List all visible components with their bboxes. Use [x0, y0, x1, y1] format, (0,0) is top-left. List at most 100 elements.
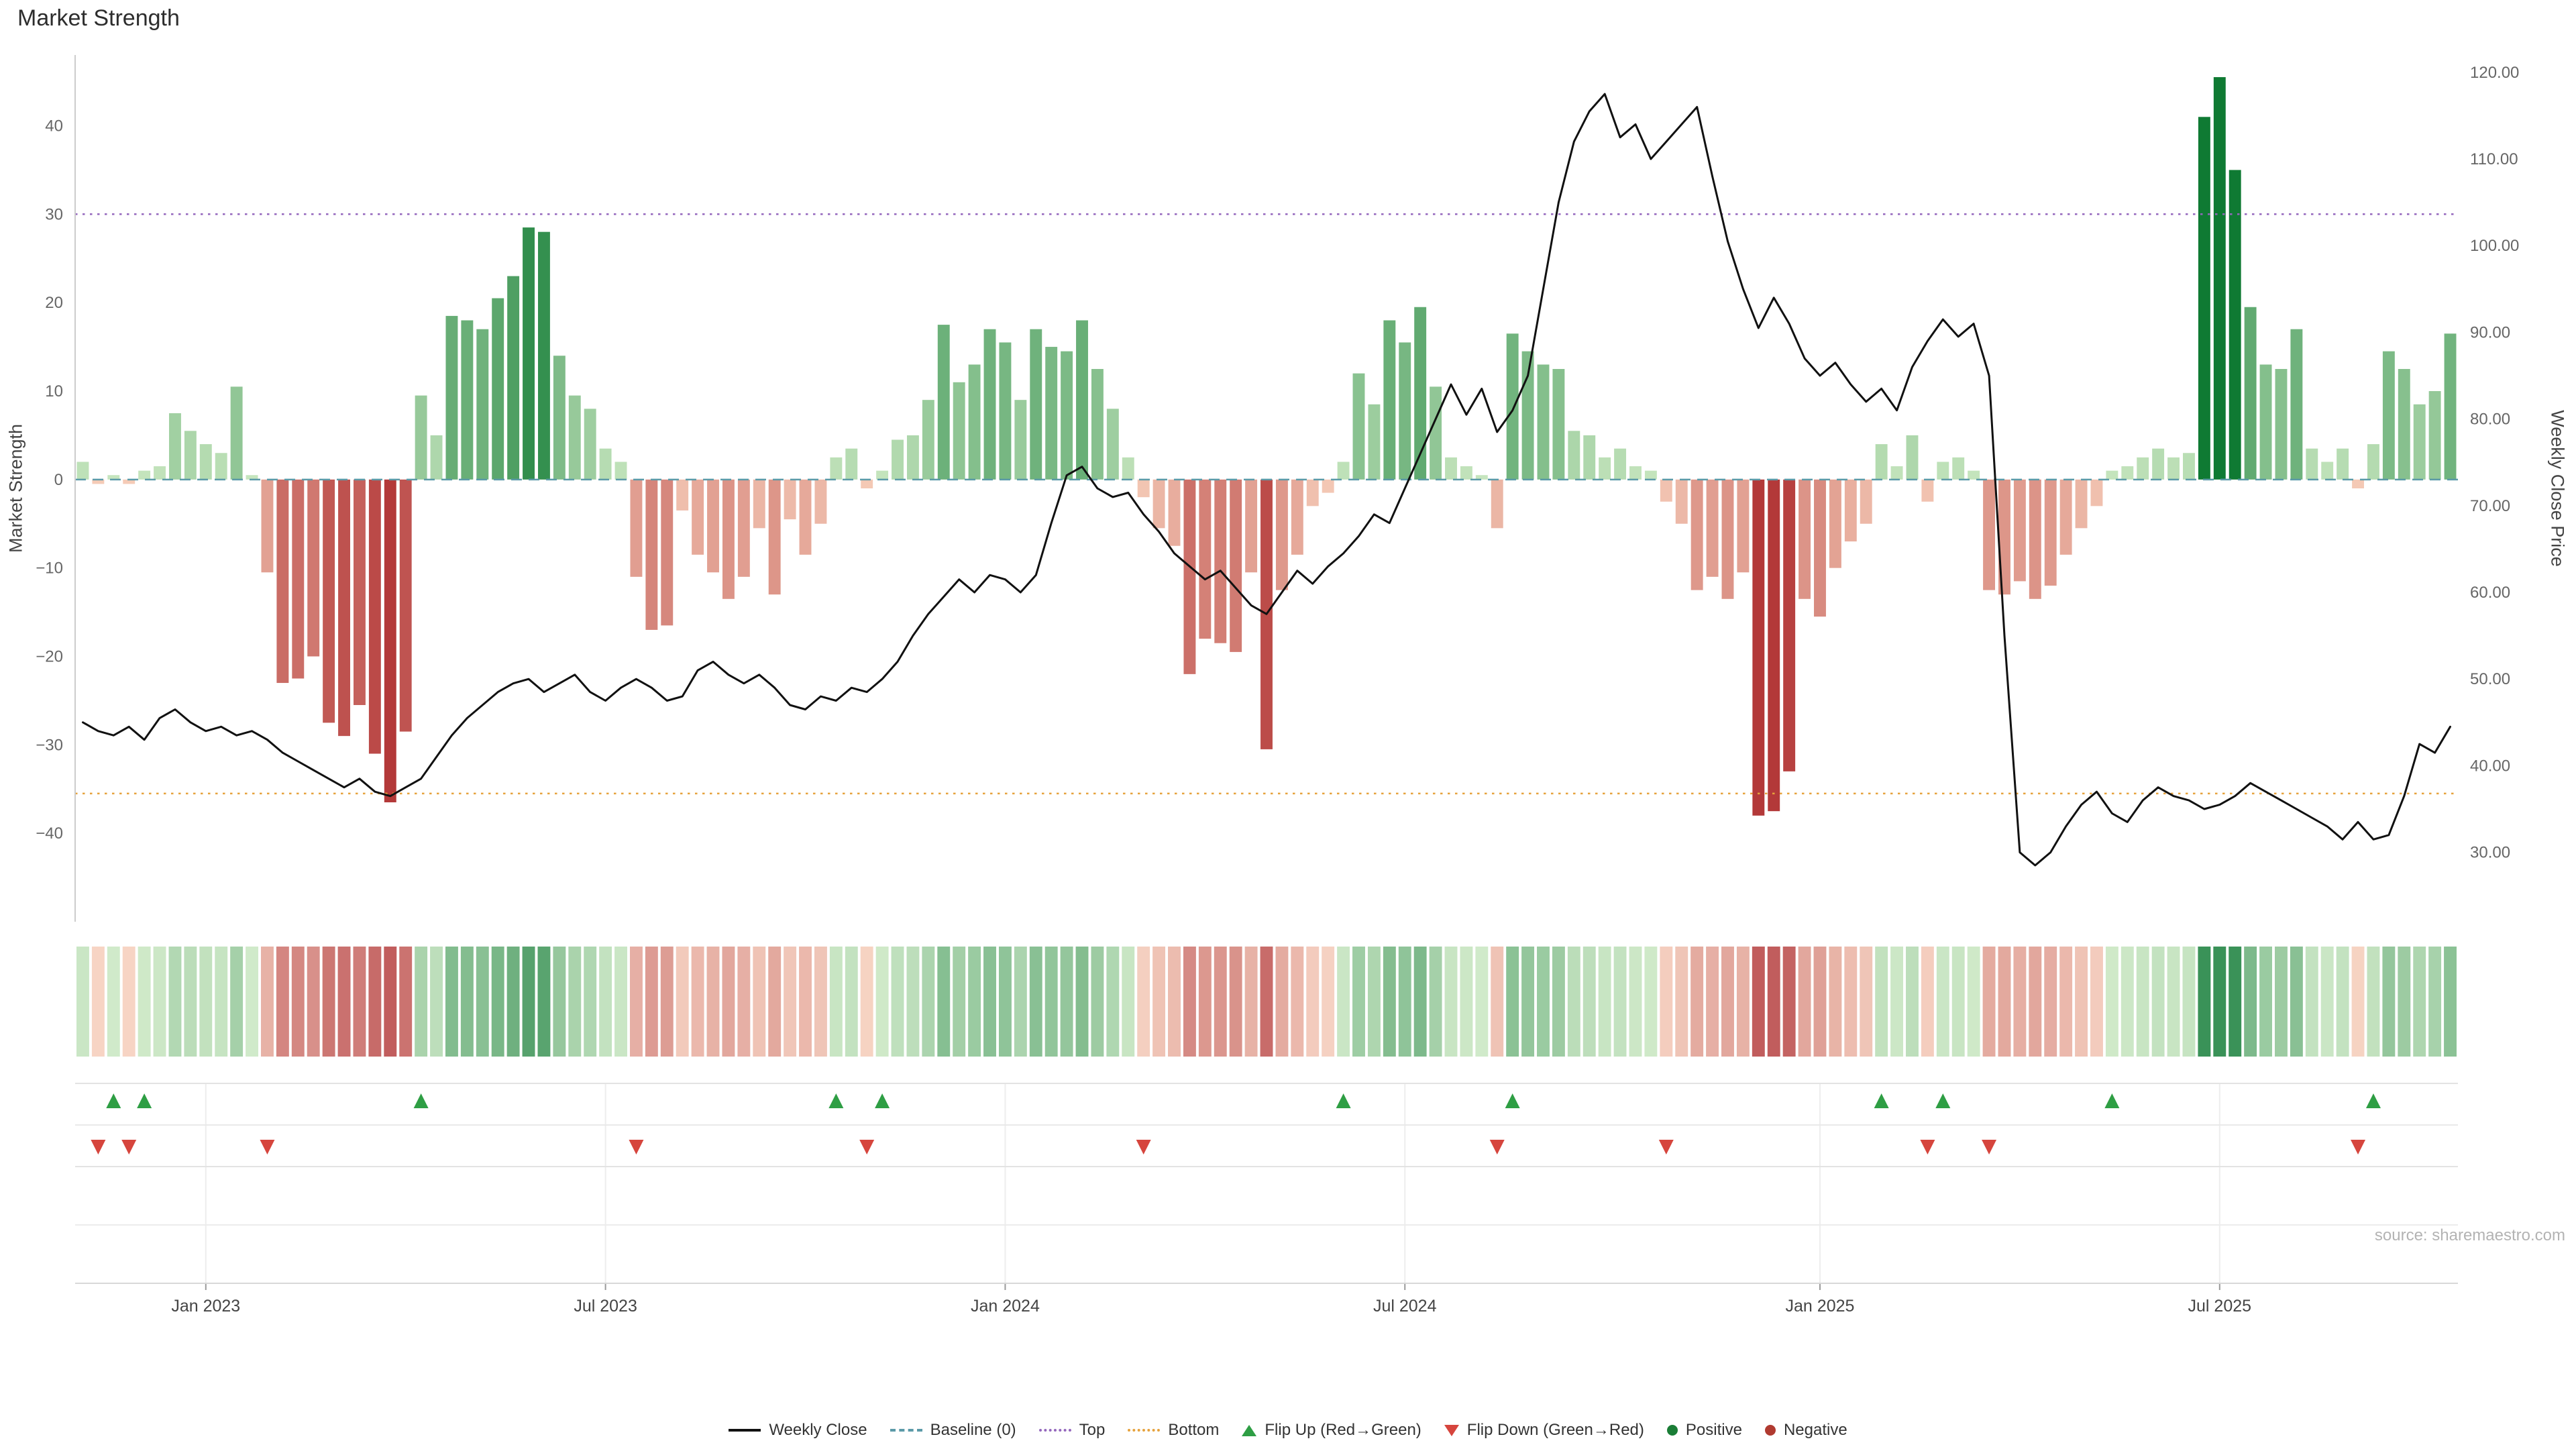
- heatmap-cell: [2029, 947, 2042, 1057]
- flip-up-marker: [828, 1093, 844, 1108]
- strength-bar: [507, 276, 520, 480]
- heatmap-cell: [2198, 947, 2211, 1057]
- heatmap-cell: [2290, 947, 2303, 1057]
- heatmap-cell: [506, 947, 520, 1057]
- x-tick-label: Jan 2023: [171, 1297, 240, 1316]
- strength-bar: [1430, 386, 1442, 480]
- strength-bar: [353, 479, 366, 705]
- legend-item-top: Top: [1038, 1421, 1105, 1440]
- legend-label: Flip Up (Red→Green): [1265, 1421, 1421, 1439]
- strength-bar: [1230, 479, 1242, 652]
- strength-bar: [1137, 479, 1150, 498]
- heatmap-cell: [584, 947, 597, 1057]
- strength-bar: [1414, 307, 1427, 480]
- heatmap-cell: [1106, 947, 1120, 1057]
- heatmap-cell: [860, 947, 873, 1057]
- legend-item-baseline: Baseline (0): [890, 1421, 1016, 1440]
- heatmap-cell: [2229, 947, 2242, 1057]
- strength-bar: [1629, 466, 1642, 480]
- x-tick-label: Jul 2025: [2188, 1297, 2252, 1316]
- heatmap-cell: [2151, 947, 2165, 1057]
- heatmap-cell: [614, 947, 627, 1057]
- heatmap-cell: [1475, 947, 1489, 1057]
- heatmap-cell: [2013, 947, 2027, 1057]
- heatmap-cell: [968, 947, 981, 1057]
- strength-bar: [2167, 457, 2180, 480]
- strength-bar: [476, 329, 489, 480]
- legend-item-positive: Positive: [1666, 1421, 1742, 1440]
- heatmap-cell: [199, 947, 213, 1057]
- heatmap-cell: [1813, 947, 1827, 1057]
- strength-bar: [1399, 342, 1411, 480]
- heatmap-cell: [814, 947, 827, 1057]
- strength-bar: [1306, 479, 1319, 506]
- strength-bar: [999, 342, 1012, 480]
- strength-bar: [2244, 307, 2257, 480]
- heatmap-cell: [753, 947, 766, 1057]
- flip-up-marker: [2104, 1093, 2120, 1108]
- heatmap-cell: [737, 947, 751, 1057]
- heatmap-cell: [691, 947, 704, 1057]
- strength-heatmap: [76, 947, 2457, 1057]
- heatmap-cell: [1029, 947, 1042, 1057]
- heatmap-cell: [537, 947, 551, 1057]
- strength-bar: [1952, 457, 1965, 480]
- heatmap-cell: [291, 947, 305, 1057]
- strength-bar: [1968, 470, 1980, 480]
- heatmap-cell: [476, 947, 489, 1057]
- heatmap-cell: [2182, 947, 2196, 1057]
- heatmap-cell: [2105, 947, 2118, 1057]
- flip-down-marker: [260, 1140, 275, 1155]
- strength-bar: [199, 444, 212, 480]
- heatmap-cell: [1444, 947, 1458, 1057]
- strength-bar: [138, 470, 151, 480]
- heatmap-cell: [307, 947, 320, 1057]
- flip-down-marker: [1136, 1140, 1151, 1155]
- heatmap-cell: [1060, 947, 1073, 1057]
- heatmap-cell: [1337, 947, 1350, 1057]
- heatmap-cell: [1644, 947, 1658, 1057]
- strength-bar: [861, 479, 873, 488]
- strength-bar: [568, 395, 581, 480]
- strength-bar: [1783, 479, 1796, 771]
- strength-bar: [614, 462, 627, 480]
- heatmap-cell: [1014, 947, 1027, 1057]
- heatmap-cell: [2305, 947, 2318, 1057]
- strength-bar: [1799, 479, 1811, 599]
- heatmap-cell: [91, 947, 105, 1057]
- heatmap-cell: [122, 947, 136, 1057]
- heatmap-cell: [829, 947, 843, 1057]
- heatmap-cell: [645, 947, 658, 1057]
- heatmap-cell: [1306, 947, 1320, 1057]
- strength-bar: [1752, 479, 1765, 816]
- strength-bar: [323, 479, 335, 723]
- strength-bar: [2352, 479, 2365, 488]
- strength-bar: [1860, 479, 1872, 524]
- strength-bar: [1552, 369, 1565, 480]
- strength-bar: [154, 466, 166, 480]
- strength-bar: [584, 409, 596, 480]
- heatmap-cell: [706, 947, 720, 1057]
- strength-bar: [1537, 364, 1550, 480]
- strength-bar: [2398, 369, 2410, 480]
- heatmap-cell: [875, 947, 889, 1057]
- x-tick-label: Jan 2025: [1786, 1297, 1855, 1316]
- heatmap-cell: [107, 947, 120, 1057]
- heatmap-cell: [1660, 947, 1673, 1057]
- source-credit: source: sharemaestro.com: [2374, 1226, 2565, 1244]
- heatmap-cell: [1936, 947, 1949, 1057]
- heatmap-cell: [722, 947, 735, 1057]
- heatmap-cell: [1367, 947, 1381, 1057]
- heatmap-cell: [368, 947, 382, 1057]
- flip-up-triangle-icon: [1242, 1424, 1257, 1436]
- strength-bar: [1875, 444, 1888, 480]
- flip-down-marker: [1920, 1140, 1935, 1155]
- strength-bar: [1690, 479, 1703, 590]
- strength-bar: [892, 439, 904, 480]
- heatmap-cell: [1506, 947, 1519, 1057]
- strength-bar: [2198, 117, 2210, 480]
- flip-down-marker: [91, 1140, 106, 1155]
- strength-bar: [2444, 333, 2457, 480]
- negative-dot-icon: [1764, 1425, 1776, 1436]
